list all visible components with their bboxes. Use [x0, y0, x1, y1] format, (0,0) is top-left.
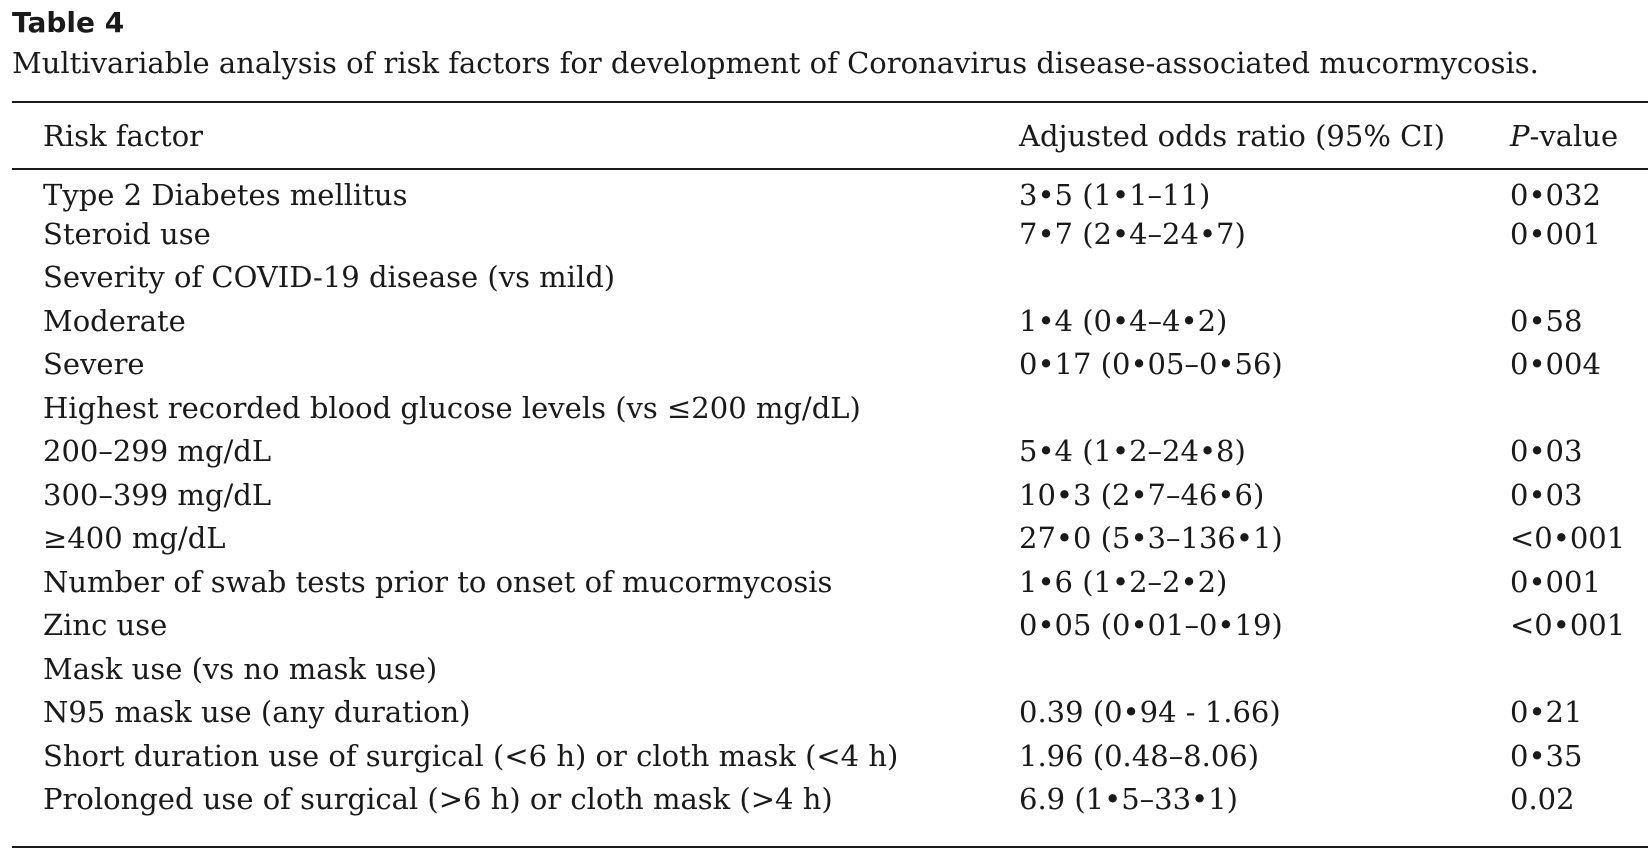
risk-factor-cell: Prolonged use of surgical (>6 h) or clot…	[43, 782, 833, 817]
header-p-rest: -value	[1529, 118, 1619, 153]
table-label: Table 4	[12, 6, 125, 39]
odds-ratio-cell: 6.9 (1•5–33•1)	[1019, 782, 1238, 817]
header-p-italic: P	[1510, 118, 1530, 153]
p-value-cell: 0•001	[1510, 564, 1601, 599]
p-value-cell: <0•001	[1510, 608, 1626, 643]
bottom-rule	[12, 846, 1648, 848]
table-row: Number of swab tests prior to onset of m…	[12, 560, 1648, 604]
p-value-cell: 0•004	[1510, 347, 1601, 382]
risk-factor-cell: ≥400 mg/dL	[43, 521, 226, 556]
risk-factor-table: Risk factor Adjusted odds ratio (95% CI)…	[12, 103, 1648, 821]
p-value-cell: 0•03	[1510, 477, 1583, 512]
p-value-cell: 0•001	[1510, 216, 1601, 251]
p-value-cell: 0•032	[1510, 178, 1601, 212]
risk-factor-cell: Zinc use	[43, 608, 168, 643]
table-row: Steroid use 7•7 (2•4–24•7) 0•001	[12, 212, 1648, 256]
risk-factor-cell: Mask use (vs no mask use)	[43, 651, 438, 686]
p-value-cell: 0•03	[1510, 434, 1583, 469]
p-value-cell: 0•21	[1510, 695, 1583, 730]
p-value-cell: 0.02	[1510, 782, 1575, 817]
p-value-cell: 0•35	[1510, 738, 1583, 773]
table-row: Severity of COVID-19 disease (vs mild)	[12, 256, 1648, 300]
risk-factor-cell: Steroid use	[43, 216, 211, 251]
risk-factor-cell: Moderate	[43, 303, 186, 338]
odds-ratio-cell: 27•0 (5•3–136•1)	[1019, 521, 1283, 556]
top-rule	[12, 101, 1648, 103]
risk-factor-cell: Highest recorded blood glucose levels (v…	[43, 390, 861, 425]
table-row: Highest recorded blood glucose levels (v…	[12, 386, 1648, 430]
p-value-cell	[1510, 256, 1648, 300]
odds-ratio-cell: 1•6 (1•2–2•2)	[1019, 564, 1228, 599]
odds-ratio-cell	[1019, 386, 1510, 430]
header-p-value: P-value	[1510, 103, 1648, 168]
table-row: Zinc use 0•05 (0•01–0•19) <0•001	[12, 604, 1648, 648]
table-body: Type 2 Diabetes mellitus 3•5 (1•1–11) 0•03…	[12, 168, 1648, 821]
table-row: ≥400 mg/dL 27•0 (5•3–136•1) <0•001	[12, 517, 1648, 561]
odds-ratio-cell: 5•4 (1•2–24•8)	[1019, 434, 1246, 469]
p-value-cell	[1510, 386, 1648, 430]
odds-ratio-cell: 0•05 (0•01–0•19)	[1019, 608, 1283, 643]
odds-ratio-cell: 0.39 (0•94 - 1.66)	[1019, 695, 1281, 730]
risk-factor-cell: Type 2 Diabetes mellitus	[43, 178, 408, 212]
table-row: Mask use (vs no mask use)	[12, 647, 1648, 691]
odds-ratio-cell	[1019, 256, 1510, 300]
table-row: Severe 0•17 (0•05–0•56) 0•004	[12, 343, 1648, 387]
odds-ratio-cell: 1•4 (0•4–4•2)	[1019, 303, 1228, 338]
risk-factor-cell: Short duration use of surgical (<6 h) or…	[43, 738, 899, 773]
table-row: N95 mask use (any duration) 0.39 (0•94 - …	[12, 691, 1648, 735]
risk-factor-cell: N95 mask use (any duration)	[43, 695, 471, 730]
header-rule	[12, 168, 1648, 170]
odds-ratio-cell: 1.96 (0.48–8.06)	[1019, 738, 1260, 773]
risk-factor-cell: Severe	[43, 347, 145, 382]
table-row: 300–399 mg/dL 10•3 (2•7–46•6) 0•03	[12, 473, 1648, 517]
odds-ratio-cell: 3•5 (1•1–11)	[1019, 178, 1211, 212]
header-odds-ratio: Adjusted odds ratio (95% CI)	[1019, 118, 1446, 153]
p-value-cell	[1510, 647, 1648, 691]
table-row: 200–299 mg/dL 5•4 (1•2–24•8) 0•03	[12, 430, 1648, 474]
risk-factor-cell: 300–399 mg/dL	[43, 477, 272, 512]
table-row: Type 2 Diabetes mellitus 3•5 (1•1–11) 0•03…	[12, 168, 1648, 212]
risk-factor-cell: Severity of COVID-19 disease (vs mild)	[43, 260, 616, 295]
header-row: Risk factor Adjusted odds ratio (95% CI)…	[12, 103, 1648, 168]
p-value-cell: <0•001	[1510, 521, 1626, 556]
table-row: Prolonged use of surgical (>6 h) or clot…	[12, 778, 1648, 822]
header-risk-factor: Risk factor	[43, 118, 204, 153]
table-row: Moderate 1•4 (0•4–4•2) 0•58	[12, 299, 1648, 343]
risk-factor-cell: Number of swab tests prior to onset of m…	[43, 564, 833, 599]
odds-ratio-cell: 10•3 (2•7–46•6)	[1019, 477, 1265, 512]
p-value-cell: 0•58	[1510, 303, 1583, 338]
odds-ratio-cell	[1019, 647, 1510, 691]
risk-factor-cell: 200–299 mg/dL	[43, 434, 272, 469]
odds-ratio-cell: 7•7 (2•4–24•7)	[1019, 216, 1246, 251]
table-caption: Multivariable analysis of risk factors f…	[12, 46, 1539, 80]
odds-ratio-cell: 0•17 (0•05–0•56)	[1019, 347, 1283, 382]
table-row: Short duration use of surgical (<6 h) or…	[12, 734, 1648, 778]
